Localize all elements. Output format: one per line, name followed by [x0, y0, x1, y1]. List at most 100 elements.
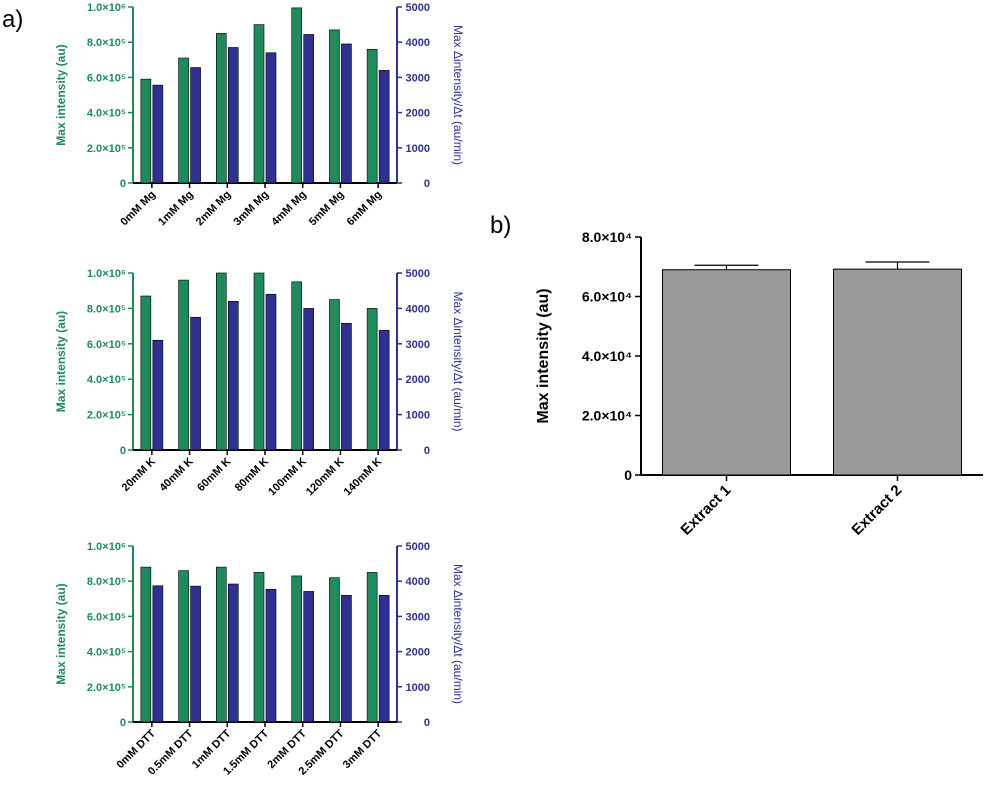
bar-max-rate [341, 43, 352, 184]
category-label: 4mM Mg [269, 189, 309, 229]
left-tick-label: 8.0×10⁵ [87, 303, 126, 315]
bar-max-intensity [178, 279, 189, 451]
y-axis-title: Max intensity (au) [535, 288, 552, 423]
bar-extract [833, 268, 962, 476]
right-tick-label: 3000 [406, 611, 430, 623]
y-tick-label: 4.0×10⁴ [582, 348, 632, 364]
bar-max-rate [378, 330, 390, 451]
bar-max-rate [152, 339, 164, 451]
bar-max-intensity [140, 78, 152, 184]
bar-max-rate [378, 594, 390, 723]
right-tick-label: 5000 [406, 268, 430, 280]
left-axis-title: Max intensity (au) [54, 44, 68, 145]
left-tick-label: 0 [120, 178, 126, 190]
right-tick-label: 4000 [406, 576, 430, 588]
bar-max-rate [227, 583, 239, 723]
category-label: 100mM K [266, 456, 309, 499]
bar-max-rate [303, 308, 315, 451]
bar-max-rate [190, 316, 201, 451]
category-label: 80mM K [233, 456, 271, 494]
category-label: 3mM DTT [341, 727, 385, 771]
category-label: 6mM Mg [345, 189, 385, 229]
left-tick-label: 2.0×10⁵ [87, 410, 126, 422]
right-tick-label: 1000 [406, 143, 430, 155]
right-tick-label: 2000 [406, 647, 430, 659]
left-tick-label: 6.0×10⁵ [87, 611, 126, 623]
category-label: 40mM K [157, 456, 195, 494]
left-tick-label: 1.0×10⁶ [87, 541, 126, 553]
left-tick-label: 6.0×10⁵ [87, 339, 126, 351]
left-tick-label: 4.0×10⁵ [87, 108, 126, 120]
bar-max-rate [341, 322, 352, 451]
bar-max-rate [190, 585, 201, 723]
left-axis-title: Max intensity (au) [54, 583, 68, 684]
left-tick-label: 8.0×10⁵ [87, 576, 126, 588]
category-label: 60mM K [195, 456, 233, 494]
bar-max-intensity [291, 281, 303, 451]
bar-max-intensity [329, 577, 340, 723]
right-tick-label: 5000 [406, 2, 430, 14]
bar-max-intensity [140, 295, 152, 451]
bar-max-intensity [366, 572, 378, 723]
category-label: 5mM Mg [307, 189, 347, 229]
bar-max-intensity [329, 299, 340, 451]
chart-dtt: 0 2.0×10⁵ 4.0×10⁵ 6.0×10⁵ 8.0×10⁵ 1.0×10⁶ 0 100… [54, 541, 465, 778]
bar-max-rate [190, 67, 201, 184]
bar-max-rate [227, 47, 239, 184]
bar-max-rate [265, 293, 277, 451]
right-axis-title: Max Δintensity/Δt (au/min) [451, 291, 465, 431]
left-tick-label: 4.0×10⁵ [87, 647, 126, 659]
right-axis-title: Max Δintensity/Δt (au/min) [451, 564, 465, 704]
y-tick-label: 6.0×10⁴ [582, 289, 632, 305]
bar-max-rate [265, 588, 277, 723]
bar-max-intensity [215, 33, 227, 184]
bar-max-intensity [140, 566, 152, 723]
left-tick-label: 1.0×10⁶ [87, 268, 126, 280]
right-tick-label: 0 [424, 717, 430, 729]
right-axis-title: Max Δintensity/Δt (au/min) [451, 25, 465, 165]
left-tick-label: 1.0×10⁶ [87, 2, 126, 14]
chart-mg: 0 2.0×10⁵ 4.0×10⁵ 6.0×10⁵ 8.0×10⁵ 1.0×10⁶ 0 100… [54, 2, 465, 228]
panel-label-b: b) [490, 212, 511, 239]
bar-max-intensity [215, 272, 227, 451]
bar-max-rate [265, 52, 277, 184]
right-tick-label: 1000 [406, 410, 430, 422]
bar-max-intensity [253, 572, 265, 723]
category-label: 120mM K [304, 456, 347, 499]
right-tick-label: 4000 [406, 37, 430, 49]
chart-k: 0 2.0×10⁵ 4.0×10⁵ 6.0×10⁵ 8.0×10⁵ 1.0×10⁶ 0 100… [54, 268, 465, 498]
left-tick-label: 2.0×10⁵ [87, 143, 126, 155]
category-label: 20mM K [120, 456, 158, 494]
left-tick-label: 8.0×10⁵ [87, 37, 126, 49]
right-tick-label: 1000 [406, 682, 430, 694]
bar-max-intensity [253, 272, 265, 451]
category-label: 1mM Mg [156, 189, 196, 229]
left-tick-label: 6.0×10⁵ [87, 72, 126, 84]
category-label: 0mM Mg [118, 189, 158, 229]
right-tick-label: 5000 [406, 541, 430, 553]
category-label: 140mM K [342, 456, 385, 499]
bar-max-rate [303, 591, 315, 723]
category-label: 2mM Mg [194, 189, 234, 229]
bar-max-rate [341, 594, 352, 723]
bar-max-intensity [291, 7, 303, 184]
right-tick-label: 0 [424, 178, 430, 190]
category-label: Extract 2 [848, 482, 905, 539]
bar-max-intensity [291, 575, 303, 723]
chart-extract: 0 2.0×10⁴ 4.0×10⁴ 6.0×10⁴ 8.0×10⁴ Extract 1 Ex… [535, 229, 983, 539]
bar-max-intensity [178, 570, 189, 723]
bar-max-rate [227, 301, 239, 451]
right-tick-label: 0 [424, 445, 430, 457]
bar-max-intensity [253, 24, 265, 184]
bar-max-intensity [215, 566, 227, 723]
bar-extract [662, 269, 791, 476]
y-tick-label: 0 [624, 467, 632, 483]
y-tick-label: 2.0×10⁴ [582, 408, 632, 424]
left-tick-label: 4.0×10⁵ [87, 374, 126, 386]
left-tick-label: 0 [120, 717, 126, 729]
y-tick-label: 8.0×10⁴ [582, 229, 632, 245]
bar-max-intensity [366, 48, 378, 184]
bar-max-rate [152, 585, 164, 723]
bar-max-intensity [329, 29, 340, 184]
panel-label-a: a) [2, 6, 23, 33]
